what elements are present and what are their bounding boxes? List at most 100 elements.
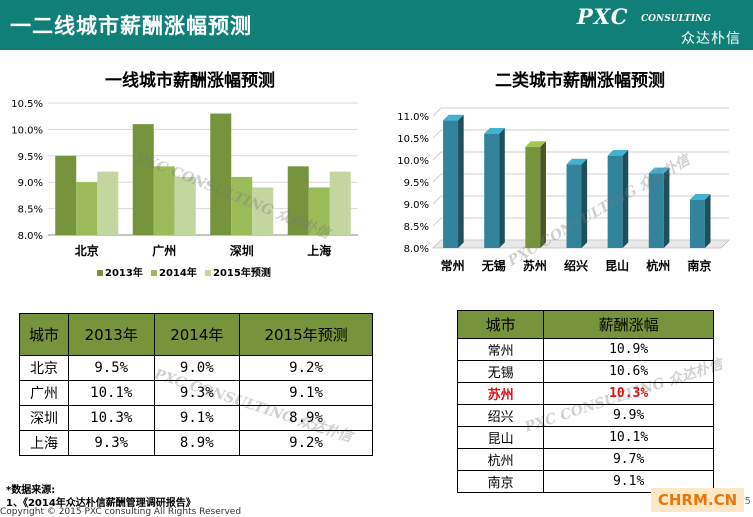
value-cell: 10.3% <box>543 382 714 405</box>
value-cell: 9.2% <box>239 355 373 381</box>
city-cell: 常州 <box>456 338 545 361</box>
value-cell: 9.0% <box>153 355 241 381</box>
company-logo: PXC CONSULTING 众达朴信 <box>577 4 747 47</box>
data-source-note: *数据来源: 1、《2014年众达朴信薪酬管理调研报告》 <box>6 484 196 510</box>
table-row: 深圳 10.3% 9.1% 8.9% <box>19 405 373 431</box>
bar-常州 <box>443 114 464 248</box>
value-cell: 9.9% <box>543 404 714 427</box>
table-row: 杭州 9.7% <box>456 448 714 471</box>
table-header-cell: 薪酬涨幅 <box>543 310 714 339</box>
bar-昆山 <box>607 150 629 248</box>
bar-front <box>566 164 582 248</box>
x-tick-label: 昆山 <box>605 258 629 273</box>
city-cell: 苏州 <box>456 382 545 405</box>
x-tick-label: 杭州 <box>646 258 670 273</box>
x-tick-label: 深圳 <box>230 243 254 258</box>
tier1-bar-chart: 8.0% 8.5% 9.0% 9.5% 10.0% 10.5% 北京 广州 深圳 上海 2013年 2… <box>11 99 358 279</box>
gridline <box>432 195 729 205</box>
value-cell: 9.3% <box>153 380 241 406</box>
page-number: 35 <box>738 496 751 507</box>
value-cell: 9.1% <box>543 470 714 493</box>
gridline <box>432 107 729 117</box>
bar-front <box>484 133 500 248</box>
logo-main-text: PXC <box>577 4 629 29</box>
bar-top <box>525 141 546 147</box>
legend-label: 2015年预测 <box>213 266 271 279</box>
y-tick-label: 11.0% <box>397 112 429 123</box>
table-row: 常州 10.9% <box>456 338 714 361</box>
bar-苏州 <box>525 141 546 248</box>
bar-2014年-深圳 <box>231 176 253 235</box>
source-label: *数据来源: <box>6 485 56 496</box>
bar-side <box>458 114 464 248</box>
gridline <box>432 217 729 227</box>
bar-2015年预测-深圳 <box>252 187 274 235</box>
city-cell: 深圳 <box>19 405 69 431</box>
legend-swatch <box>97 270 103 276</box>
value-cell: 8.9% <box>153 430 241 456</box>
bar-2013年-广州 <box>132 124 154 235</box>
table-header-row: 城市 2013年 2014年 2015年预测 <box>19 313 373 356</box>
value-cell: 10.6% <box>543 360 714 383</box>
value-cell: 9.1% <box>239 380 373 406</box>
y-tick-label: 8.0% <box>404 244 429 255</box>
value-cell: 9.2% <box>239 430 373 456</box>
bar-side <box>581 158 588 248</box>
bar-front <box>648 173 664 248</box>
bar-2013年-上海 <box>287 166 309 235</box>
value-cell: 8.9% <box>239 405 373 431</box>
gridline <box>432 239 729 249</box>
city-cell: 昆山 <box>456 426 545 449</box>
y-tick-label: 10.0% <box>397 156 429 167</box>
bar-front <box>607 155 623 248</box>
bar-side <box>704 194 711 248</box>
value-cell: 9.5% <box>67 355 155 381</box>
city-cell: 北京 <box>19 355 69 381</box>
tier1-data-table: 城市 2013年 2014年 2015年预测 北京 9.5% 9.0% 9.2%… <box>19 313 373 456</box>
table-row: 无锡 10.6% <box>456 360 714 383</box>
y-tick-label: 8.5% <box>404 222 429 233</box>
bar-top <box>443 114 464 121</box>
x-tick-label: 上海 <box>307 243 331 258</box>
bar-side <box>663 167 670 248</box>
table-row: 上海 9.3% 8.9% 9.2% <box>19 430 373 456</box>
copyright-text: Copyright © 2015 PXC consulting All Righ… <box>0 507 242 517</box>
y-tick-label: 9.5% <box>404 178 429 189</box>
bar-top <box>566 158 588 165</box>
gridline <box>432 173 729 183</box>
legend-label: 2013年 <box>105 266 143 279</box>
bar-side <box>622 150 629 248</box>
bar-top <box>607 150 629 156</box>
logo-chinese-text: 众达朴信 <box>681 31 741 47</box>
chart1-title: 一线城市薪酬涨幅预测 <box>105 71 275 91</box>
x-tick-label: 无锡 <box>481 258 506 273</box>
bar-side <box>540 141 546 248</box>
x-tick-label: 苏州 <box>523 258 547 273</box>
bar-front <box>525 146 541 248</box>
x-tick-label: 广州 <box>152 243 176 258</box>
table-header-cell: 2015年预测 <box>239 313 373 356</box>
x-tick-label: 南京 <box>687 258 711 273</box>
y-tick-label: 10.5% <box>397 134 429 145</box>
value-cell: 9.3% <box>67 430 155 456</box>
table-header-row: 城市 薪酬涨幅 <box>456 310 714 339</box>
bar-2015年预测-北京 <box>97 171 119 235</box>
table-header-cell: 2014年 <box>153 313 241 356</box>
value-cell: 10.1% <box>543 426 714 449</box>
tier2-bar-chart: 8.0% 8.5% 9.0% 9.5% 10.0% 10.5% 11.0% 常州 无锡 苏州 绍兴 昆… <box>397 107 730 273</box>
site-badge: CHRM.CN <box>651 488 744 512</box>
bar-无锡 <box>484 128 505 248</box>
bar-2013年-深圳 <box>210 113 232 235</box>
y-tick-label: 9.0% <box>18 178 43 189</box>
header-bar: 一二线城市薪酬涨幅预测 PXC CONSULTING 众达朴信 <box>0 0 753 50</box>
bar-2015年预测-广州 <box>174 176 196 235</box>
table-header-cell: 城市 <box>19 313 69 356</box>
gridline <box>432 151 729 161</box>
legend-swatch <box>151 270 157 276</box>
table-header-cell: 城市 <box>456 310 545 339</box>
table-row: 广州 10.1% 9.3% 9.1% <box>19 380 373 406</box>
logo-sub-text: CONSULTING <box>641 14 711 24</box>
chart2-title: 二类城市薪酬涨幅预测 <box>495 71 665 91</box>
bar-绍兴 <box>566 158 588 248</box>
bar-2014年-广州 <box>153 166 175 235</box>
